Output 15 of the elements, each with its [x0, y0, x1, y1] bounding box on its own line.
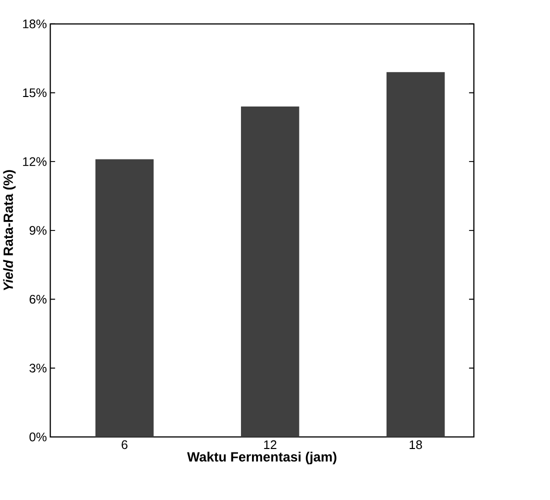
- bar: [386, 72, 445, 437]
- x-tick-label: 18: [410, 440, 422, 450]
- y-tick-label: 9%: [30, 226, 46, 235]
- bar: [240, 106, 300, 437]
- y-tick-label: 3%: [30, 364, 46, 372]
- y-tick-label: 18%: [23, 19, 46, 28]
- y-tick-label: 6%: [30, 294, 46, 304]
- y-tick-label: 15%: [23, 88, 46, 98]
- y-tick-label: 0%: [30, 432, 46, 442]
- y-axis-title: Yield Rata-Rata (%): [3, 170, 16, 290]
- x-tick-label: 6: [122, 440, 128, 450]
- y-tick-label: 12%: [23, 157, 46, 166]
- bar: [95, 159, 154, 437]
- x-tick-label: 12: [264, 440, 276, 449]
- x-axis-title: Waktu Fermentasi (jam): [187, 452, 336, 464]
